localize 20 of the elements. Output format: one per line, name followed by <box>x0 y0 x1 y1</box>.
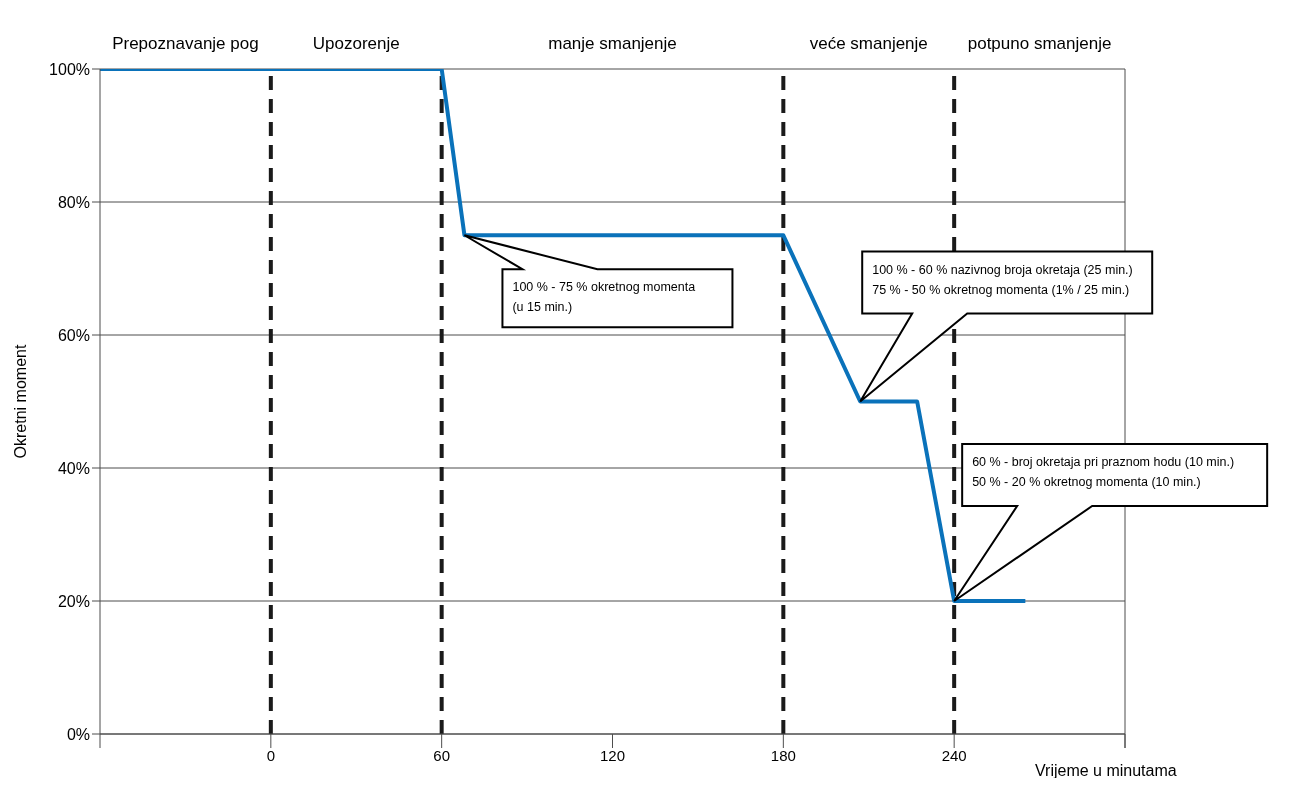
text: manje smanjenje <box>548 34 677 53</box>
x-tick-label: 120 <box>599 746 626 764</box>
annotation: 100 % - 60 % nazivnog broja okretaja (25 min.) 75 % - 50 % okretnog momenta (1% / 25 min.) <box>872 262 1133 297</box>
x-tick-label: 240 <box>941 746 967 764</box>
y-tick-label: 80% <box>57 193 90 211</box>
text: Upozorenje <box>312 34 400 53</box>
y-tick-label: 60% <box>57 326 90 344</box>
text: potpuno smanjenje <box>967 34 1112 53</box>
x-tick-label: 0 <box>266 746 276 764</box>
x-tick-label: 60 <box>433 746 451 764</box>
text: veće smanjenje <box>809 34 928 53</box>
y-tick-label: 40% <box>57 459 90 477</box>
annotation: 60 % - broj okretaja pri praznom hodu (10 min.) 50 % - 20 % okretnog momenta (10 min.) <box>972 455 1235 489</box>
x-tick-label: 180 <box>770 746 796 764</box>
y-axis-title: Okretni moment <box>11 344 29 459</box>
y-tick-label: 100% <box>49 60 90 78</box>
y-tick-label: 0% <box>66 725 90 743</box>
text: Prepoznavanje pog <box>112 34 259 53</box>
y-tick-label: 20% <box>57 592 90 610</box>
annotation: 100 % - 75 % okretnog momenta (u 15 min.) <box>512 280 696 315</box>
